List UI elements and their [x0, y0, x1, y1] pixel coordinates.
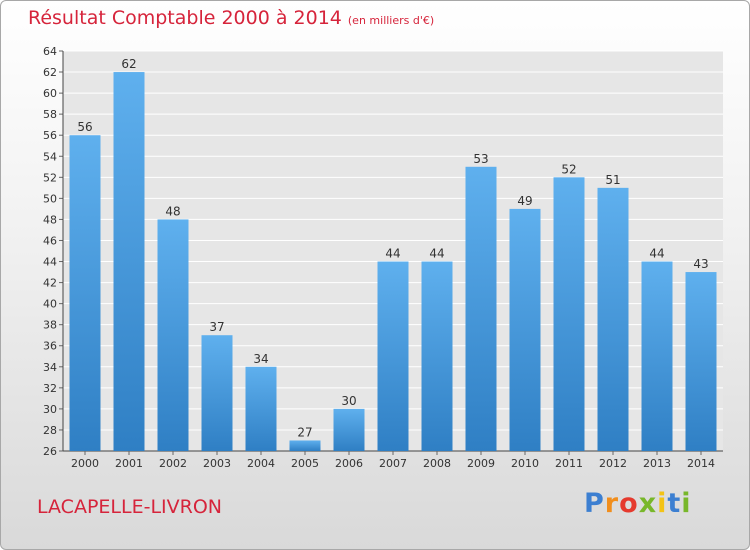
x-tick-label-2010: 2010 [511, 457, 539, 470]
location-label: LACAPELLE-LIVRON [37, 496, 222, 518]
x-tick-label-2004: 2004 [247, 457, 275, 470]
logo-letter: x [638, 488, 658, 519]
y-tick-label: 58 [43, 108, 57, 121]
chart-subtitle: (en milliers d'€) [347, 14, 435, 27]
bar-2004 [245, 366, 277, 451]
y-tick-label: 56 [43, 129, 57, 142]
y-tick-label: 48 [43, 213, 57, 226]
logo-letter: i [657, 488, 668, 519]
y-tick-label: 34 [43, 361, 57, 374]
y-tick-label: 42 [43, 277, 57, 290]
bar-2006 [333, 408, 365, 451]
x-tick-label-2003: 2003 [203, 457, 231, 470]
value-label-2010: 49 [517, 194, 532, 208]
bar-2012 [597, 187, 629, 451]
y-tick-label: 26 [43, 445, 57, 458]
bar-2002 [157, 219, 189, 451]
bar-2010 [509, 208, 541, 451]
x-tick-label-2011: 2011 [555, 457, 583, 470]
x-tick-label-2005: 2005 [291, 457, 319, 470]
x-tick-label-2014: 2014 [687, 457, 715, 470]
x-tick-label-2000: 2000 [71, 457, 99, 470]
logo-letter: i [681, 488, 692, 519]
proxiti-logo: Proxiti [584, 488, 692, 519]
y-tick-label: 60 [43, 87, 57, 100]
value-label-2007: 44 [385, 247, 400, 261]
value-label-2011: 52 [561, 162, 576, 176]
y-tick-label: 52 [43, 171, 57, 184]
logo-letter: P [584, 488, 605, 519]
x-tick-label-2007: 2007 [379, 457, 407, 470]
chart-title: Résultat Comptable 2000 à 2014 (en millie… [28, 7, 434, 29]
bar-2003 [201, 335, 233, 451]
y-tick-label: 28 [43, 424, 57, 437]
y-tick-label: 40 [43, 298, 57, 311]
bar-2001 [113, 72, 145, 451]
y-tick-label: 38 [43, 319, 57, 332]
bar-2014 [685, 272, 717, 451]
x-tick-label-2012: 2012 [599, 457, 627, 470]
value-label-2003: 37 [209, 320, 224, 334]
value-label-2012: 51 [605, 173, 620, 187]
y-tick-label: 64 [43, 45, 57, 58]
bar-2000 [69, 135, 101, 452]
logo-letter: t [667, 488, 682, 519]
y-tick-label: 30 [43, 403, 57, 416]
y-tick-label: 50 [43, 192, 57, 205]
chart-title-text: Résultat Comptable 2000 à 2014 [28, 7, 342, 29]
value-label-2014: 43 [693, 257, 708, 271]
x-tick-label-2002: 2002 [159, 457, 187, 470]
x-tick-label-2001: 2001 [115, 457, 143, 470]
value-label-2008: 44 [429, 247, 444, 261]
x-tick-label-2006: 2006 [335, 457, 363, 470]
logo-letter: o [619, 488, 639, 519]
value-label-2000: 56 [77, 120, 92, 134]
y-tick-label: 44 [43, 256, 57, 269]
y-tick-label: 62 [43, 66, 57, 79]
bar-2008 [421, 261, 453, 451]
bar-2013 [641, 261, 673, 451]
value-label-2001: 62 [121, 57, 136, 71]
value-label-2006: 30 [341, 394, 356, 408]
y-tick-label: 54 [43, 150, 57, 163]
value-label-2004: 34 [253, 352, 268, 366]
logo-letter: r [604, 488, 620, 519]
value-label-2005: 27 [297, 425, 312, 439]
y-tick-label: 36 [43, 340, 57, 353]
bar-2007 [377, 261, 409, 451]
x-tick-label-2013: 2013 [643, 457, 671, 470]
x-tick-label-2008: 2008 [423, 457, 451, 470]
value-label-2013: 44 [649, 247, 664, 261]
value-label-2009: 53 [473, 152, 488, 166]
x-tick-label-2009: 2009 [467, 457, 495, 470]
bar-2005 [289, 440, 321, 451]
bar-2009 [465, 166, 497, 451]
value-label-2002: 48 [165, 204, 180, 218]
y-tick-label: 46 [43, 234, 57, 247]
y-tick-label: 32 [43, 382, 57, 395]
bar-2011 [553, 177, 585, 451]
